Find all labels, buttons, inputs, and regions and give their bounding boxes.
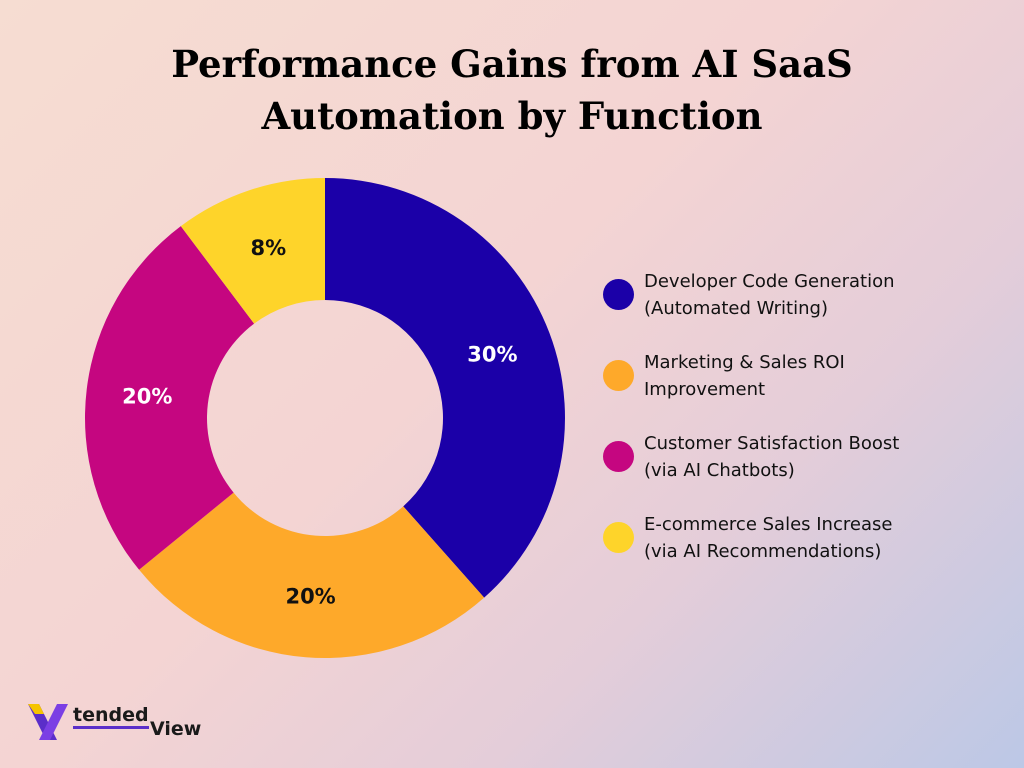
legend-label-line-2: Improvement — [644, 379, 766, 400]
legend: Developer Code Generation (Automated Wri… — [603, 268, 1013, 592]
legend-item-marketing-sales-roi: Marketing & Sales ROI Improvement — [603, 349, 1013, 403]
chart-title-line-1: Performance Gains from AI SaaS — [171, 42, 853, 86]
legend-label-customer-satisfaction-boost: Customer Satisfaction Boost (via AI Chat… — [644, 430, 899, 484]
legend-label-line-1: Marketing & Sales ROI — [644, 352, 845, 373]
donut-slice-2 — [85, 226, 255, 570]
legend-label-line-1: Customer Satisfaction Boost — [644, 433, 900, 454]
legend-item-ecommerce-sales-increase: E-commerce Sales Increase (via AI Recomm… — [603, 511, 1013, 565]
legend-item-developer-code-generation: Developer Code Generation (Automated Wri… — [603, 268, 1013, 322]
donut-slice-label-3: 8% — [250, 236, 286, 260]
chart-title: Performance Gains from AI SaaS Automatio… — [0, 38, 1024, 142]
legend-label-line-2: (via AI Chatbots) — [644, 460, 795, 481]
legend-swatch-developer-code-generation — [603, 279, 634, 310]
brand-logo: tended View — [26, 700, 226, 744]
donut-slices — [85, 178, 565, 658]
logo-text-view: View — [150, 718, 202, 740]
legend-label-developer-code-generation: Developer Code Generation (Automated Wri… — [644, 268, 895, 322]
x-logo-icon — [28, 704, 68, 740]
legend-swatch-marketing-sales-roi — [603, 360, 634, 391]
legend-label-line-1: Developer Code Generation — [644, 271, 895, 292]
legend-swatch-ecommerce-sales-increase — [603, 522, 634, 553]
donut-slice-1 — [139, 492, 485, 658]
donut-labels: 30% 20% 20% 8% — [122, 236, 517, 608]
legend-label-marketing-sales-roi: Marketing & Sales ROI Improvement — [644, 349, 845, 403]
legend-label-line-2: (via AI Recommendations) — [644, 541, 882, 562]
donut-slice-label-2: 20% — [122, 384, 172, 408]
donut-slice-3 — [180, 178, 325, 324]
legend-label-ecommerce-sales-increase: E-commerce Sales Increase (via AI Recomm… — [644, 511, 892, 565]
legend-label-line-2: (Automated Writing) — [644, 298, 828, 319]
donut-slice-0 — [325, 178, 565, 598]
chart-title-line-2: Automation by Function — [261, 94, 763, 138]
donut-slice-label-1: 20% — [285, 584, 335, 608]
donut-slice-label-0: 30% — [467, 343, 517, 367]
legend-swatch-customer-satisfaction-boost — [603, 441, 634, 472]
legend-label-line-1: E-commerce Sales Increase — [644, 514, 893, 535]
legend-item-customer-satisfaction-boost: Customer Satisfaction Boost (via AI Chat… — [603, 430, 1013, 484]
logo-text-tended: tended — [73, 704, 149, 729]
